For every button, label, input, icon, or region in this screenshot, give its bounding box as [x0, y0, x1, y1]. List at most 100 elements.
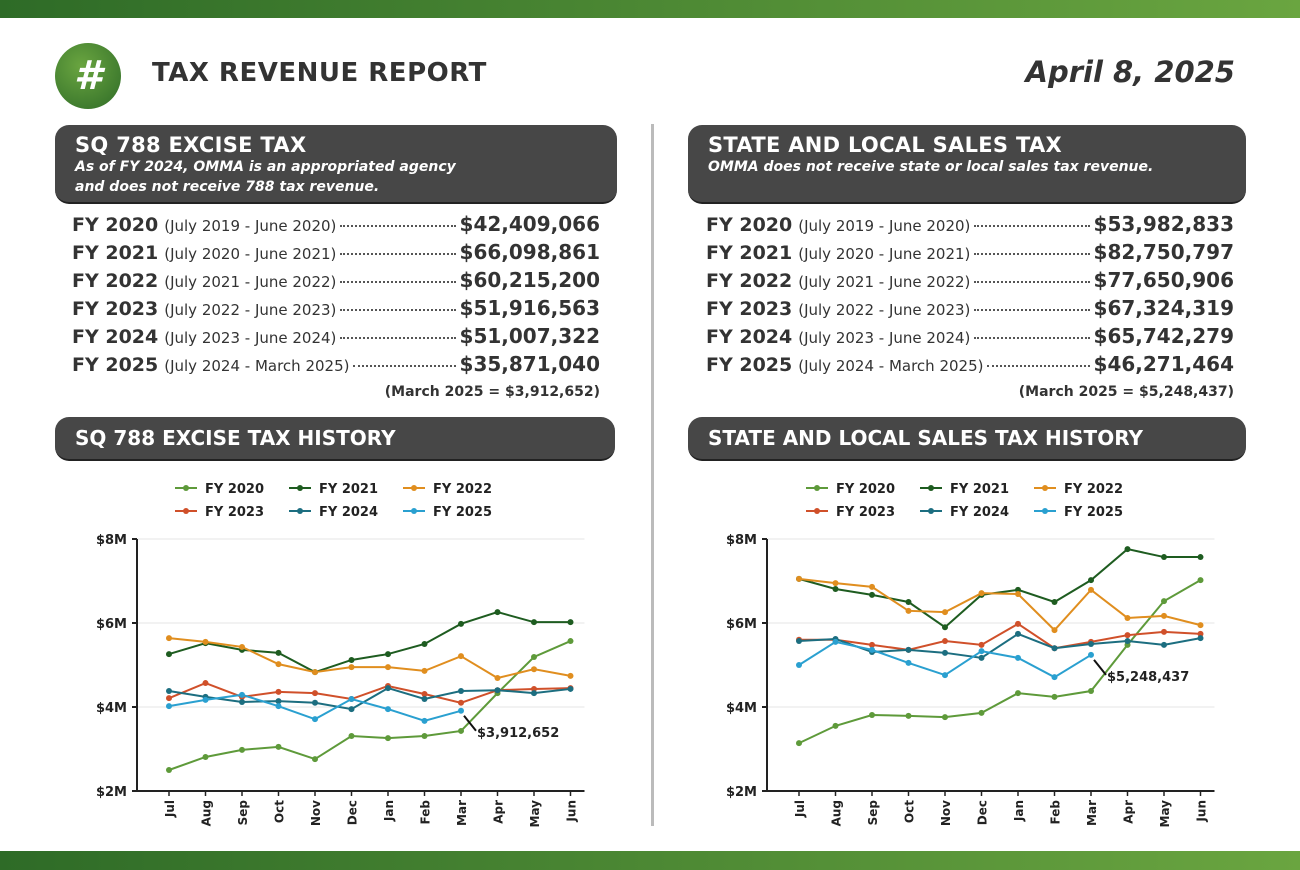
legend-label: FY 2023 [205, 505, 264, 520]
data-point [312, 690, 318, 697]
legend-dot [183, 508, 189, 514]
data-point [1197, 622, 1204, 629]
data-point [942, 638, 948, 645]
data-point [567, 638, 574, 645]
y-tick-label: $6M [96, 617, 127, 632]
data-point [869, 641, 875, 648]
period: (July 2023 - June 2024) [164, 329, 337, 347]
legend-label: FY 2020 [836, 482, 895, 497]
legend-dot [411, 485, 417, 491]
data-point [458, 653, 464, 660]
revenue-row: FY 2021 (July 2020 - June 2021) $66,098,86… [72, 240, 600, 268]
series-line [798, 579, 1201, 745]
data-point [348, 656, 355, 663]
data-point [239, 691, 245, 698]
data-point [869, 591, 875, 598]
month-note: (March 2025 = $5,248,437) [1018, 384, 1234, 400]
x-tick-label: Jan [1012, 800, 1026, 822]
legend-label: FY 2025 [1064, 505, 1123, 520]
data-point [421, 641, 428, 647]
data-point [531, 654, 537, 661]
report-date: April 8, 2025 [1025, 55, 1236, 89]
data-point [166, 767, 172, 773]
revenue-row: FY 2022 (July 2021 - June 2022) $77,650,90… [706, 268, 1234, 296]
leader [974, 225, 1090, 227]
data-point [567, 672, 574, 679]
x-tick-label: Jun [1195, 800, 1209, 823]
annotation: $5,248,437 [1107, 670, 1189, 685]
data-point [1161, 641, 1167, 648]
icon: # [55, 43, 121, 109]
data-point [458, 727, 464, 734]
fiscal-year: FY 2024 [706, 326, 793, 348]
data-point [832, 585, 839, 592]
data-point [494, 609, 501, 616]
data-point [421, 732, 428, 739]
revenue-rows: FY 2020 (July 2019 - June 2020) $53,982,83… [706, 212, 1234, 380]
leader [340, 337, 456, 339]
amount: $35,871,040 [459, 352, 600, 376]
data-point [978, 641, 985, 648]
panel-subtitle: As of FY 2024, OMMA is an appropriated a… [75, 159, 456, 175]
legend-dot [814, 485, 820, 491]
data-point [348, 706, 355, 713]
series-line [168, 687, 571, 711]
annotation-arrow [463, 715, 477, 732]
revenue-row: FY 2024 (July 2023 - June 2024) $65,742,27… [706, 324, 1234, 352]
history-banner: SQ 788 EXCISE TAX HISTORY [55, 417, 615, 461]
data-point [796, 638, 802, 645]
period: (July 2024 - March 2025) [164, 357, 350, 375]
data-point [348, 664, 355, 671]
data-point [1015, 690, 1021, 697]
month-note: (March 2025 = $3,912,652) [384, 384, 600, 400]
data-point [385, 735, 391, 742]
y-tick-label: $2M [726, 785, 757, 800]
x-tick-label: Oct [903, 800, 917, 823]
data-point [869, 646, 875, 653]
data-point [1124, 638, 1131, 645]
period: (July 2023 - June 2024) [798, 329, 971, 347]
legend-label: FY 2025 [433, 505, 492, 520]
legend-label: FY 2022 [1064, 482, 1123, 497]
x-tick-label: Dec [346, 800, 360, 825]
data-point [869, 711, 875, 718]
data-point [1161, 598, 1167, 605]
fiscal-year: FY 2022 [706, 270, 793, 292]
x-tick-label: Jan [382, 800, 396, 822]
amount: $42,409,066 [459, 212, 600, 236]
leader [340, 309, 456, 311]
data-point [1161, 628, 1167, 635]
legend-dot [928, 508, 934, 514]
data-point [796, 575, 802, 582]
x-tick-label: Jun [565, 800, 579, 823]
data-point [348, 732, 355, 739]
data-point [458, 620, 464, 627]
data-point [942, 672, 948, 679]
data-point [166, 688, 172, 695]
data-point [275, 688, 282, 695]
amount: $65,742,279 [1093, 324, 1234, 348]
period: (July 2021 - June 2022) [164, 273, 337, 291]
data-point [239, 698, 245, 705]
data-point [1197, 630, 1204, 637]
fiscal-year: FY 2024 [72, 326, 159, 348]
x-tick-label: Mar [1085, 800, 1099, 826]
divider [651, 124, 654, 826]
data-point [832, 638, 839, 645]
data-point [312, 716, 318, 723]
data-point [1015, 591, 1021, 598]
data-point [312, 699, 318, 706]
period: (July 2020 - June 2021) [798, 245, 971, 263]
data-point [978, 648, 985, 655]
data-point [275, 698, 282, 705]
data-point [239, 643, 245, 650]
fiscal-year: FY 2020 [706, 214, 793, 236]
data-point [531, 690, 537, 697]
legend-dot [814, 508, 820, 514]
x-tick-label: Nov [309, 800, 323, 826]
leader [340, 225, 456, 227]
data-point [1015, 654, 1021, 661]
amount: $60,215,200 [459, 268, 600, 292]
data-point [531, 666, 537, 673]
